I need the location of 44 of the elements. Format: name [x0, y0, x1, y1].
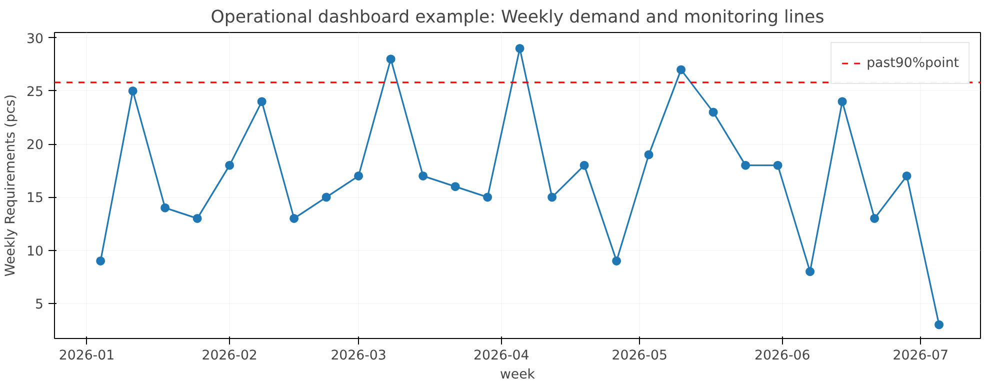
x-tick-label: 2026-07	[892, 348, 948, 364]
x-tick-label: 2026-03	[330, 348, 386, 364]
point	[515, 44, 524, 53]
x-tick-label: 2026-02	[202, 348, 258, 364]
point	[612, 256, 622, 266]
x-tick-label: 2026-04	[474, 348, 530, 364]
x-axis-title: week	[500, 368, 536, 382]
y-tick-label: 5	[35, 297, 44, 312]
point	[870, 214, 880, 223]
point	[160, 203, 170, 212]
point	[902, 171, 912, 180]
y-tick-label: 25	[26, 84, 44, 100]
point	[708, 108, 718, 117]
point	[322, 192, 331, 202]
y-tick-label: 20	[26, 138, 44, 154]
point	[934, 320, 944, 330]
x-tick-label: 2026-01	[58, 348, 115, 364]
point	[483, 192, 492, 202]
legend-label: past90%point	[866, 56, 959, 70]
point	[741, 160, 750, 170]
point	[838, 97, 847, 106]
y-tick-label: 30	[26, 32, 44, 47]
point	[806, 267, 815, 276]
point	[580, 160, 589, 170]
point	[450, 182, 460, 192]
point	[96, 256, 106, 266]
y-axis-title: Weekly Requirements (pcs)	[4, 94, 19, 277]
point	[354, 171, 364, 180]
point	[290, 214, 299, 223]
point	[644, 150, 654, 160]
point	[128, 86, 138, 96]
point	[773, 160, 782, 170]
y-tick-label: 10	[26, 244, 44, 260]
x-tick-label: 2026-06	[754, 348, 810, 364]
chart-title: Operational dashboard example: Weekly demand and monitoring lines	[210, 8, 824, 28]
x-tick-label: 2026-05	[612, 348, 668, 364]
point	[192, 214, 202, 223]
point	[225, 160, 234, 170]
point	[257, 97, 266, 106]
y-tick-label: 15	[26, 191, 44, 206]
point	[548, 192, 557, 202]
point	[418, 171, 428, 180]
point	[676, 65, 686, 74]
point	[386, 54, 396, 64]
